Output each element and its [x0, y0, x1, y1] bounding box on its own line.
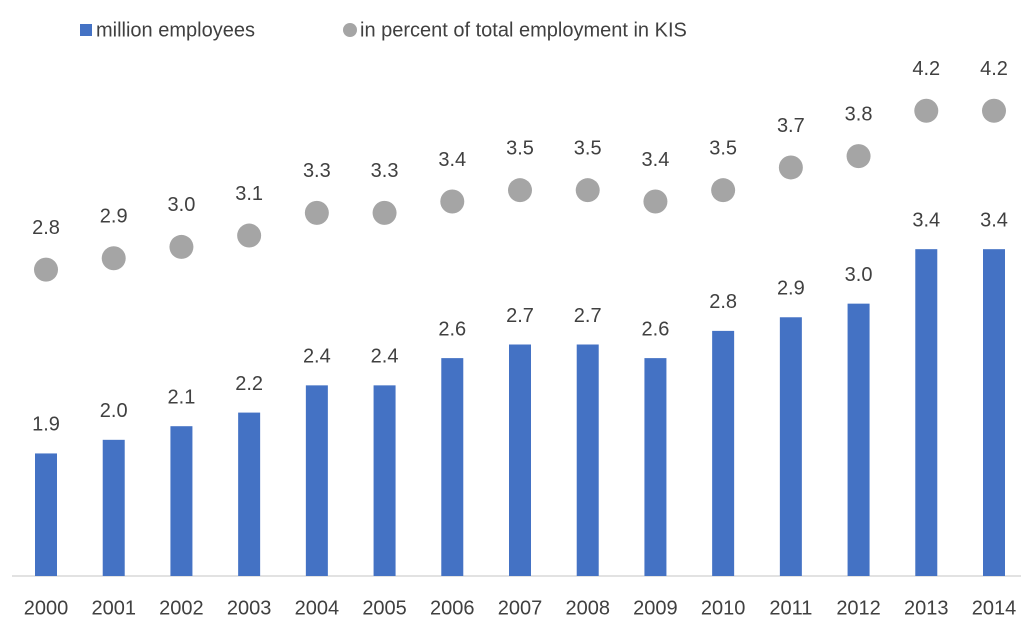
x-tick-label: 2001 — [91, 597, 136, 619]
data-label: 2.8 — [32, 217, 60, 239]
data-label: 3.3 — [303, 160, 331, 182]
x-tick-label: 2011 — [769, 597, 812, 619]
dot — [982, 98, 1006, 123]
dot — [237, 223, 262, 248]
x-tick-label: 2012 — [836, 597, 881, 619]
data-label: 2.2 — [235, 373, 263, 395]
bar — [373, 385, 396, 576]
dot — [372, 200, 397, 225]
bar — [712, 330, 735, 576]
bar — [847, 303, 870, 576]
x-tick-label: 2014 — [972, 597, 1017, 619]
bar — [779, 317, 802, 576]
data-label: 2.9 — [100, 206, 128, 228]
data-label: 3.4 — [438, 149, 466, 171]
bar — [238, 412, 261, 576]
bar — [102, 439, 125, 576]
dot — [575, 178, 600, 203]
dot — [440, 189, 465, 214]
data-label: 3.4 — [980, 209, 1008, 231]
data-label: 3.7 — [777, 115, 805, 137]
x-tick-label: 2003 — [227, 597, 272, 619]
data-label: 2.8 — [709, 291, 737, 313]
bar — [509, 344, 531, 576]
data-label: 3.8 — [845, 103, 873, 125]
data-label: 2.9 — [777, 278, 805, 300]
legend-swatch — [343, 23, 357, 37]
bar — [915, 249, 938, 577]
dot — [914, 98, 939, 123]
bar — [35, 453, 57, 576]
data-label: 4.2 — [912, 58, 940, 80]
data-label: 2.7 — [506, 305, 534, 327]
dot — [643, 189, 668, 214]
data-label: 3.3 — [371, 160, 399, 182]
bar — [983, 249, 1005, 577]
bar — [644, 358, 667, 576]
dot — [846, 144, 871, 169]
dot — [304, 200, 329, 225]
dot — [101, 246, 126, 271]
data-label: 3.5 — [709, 137, 737, 159]
data-label: 3.5 — [574, 137, 602, 159]
dot — [508, 178, 532, 203]
x-tick-label: 2004 — [295, 597, 340, 619]
data-label: 2.6 — [438, 318, 466, 340]
data-label: 3.4 — [642, 149, 670, 171]
data-label: 2.1 — [168, 386, 196, 408]
x-tick-label: 2010 — [701, 597, 746, 619]
x-tick-label: 2005 — [362, 597, 407, 619]
data-label: 2.4 — [303, 346, 331, 368]
bar — [305, 385, 328, 576]
x-tick-label: 2006 — [430, 597, 475, 619]
data-label: 3.1 — [235, 183, 263, 205]
x-tick-label: 2007 — [498, 597, 543, 619]
legend-swatch — [80, 24, 92, 36]
legend-label: million employees — [96, 19, 255, 41]
x-tick-label: 2002 — [159, 597, 204, 619]
x-tick-label: 2013 — [904, 597, 949, 619]
x-tick-label: 2000 — [24, 597, 69, 619]
bar — [441, 358, 464, 576]
data-label: 3.0 — [168, 194, 196, 216]
data-label: 2.0 — [100, 400, 128, 422]
bar — [576, 344, 599, 576]
bar — [170, 426, 193, 576]
data-label: 4.2 — [980, 58, 1008, 80]
legend-label: in percent of total employment in KIS — [360, 19, 687, 41]
dot — [778, 155, 803, 180]
data-label: 3.4 — [912, 209, 940, 231]
dot — [711, 178, 736, 203]
dot — [169, 234, 194, 259]
data-label: 1.9 — [32, 414, 60, 436]
x-tick-label: 2009 — [633, 597, 678, 619]
dot — [34, 257, 58, 282]
data-label: 3.0 — [845, 264, 873, 286]
data-label: 2.7 — [574, 305, 602, 327]
x-tick-label: 2008 — [565, 597, 610, 619]
data-label: 2.4 — [371, 346, 399, 368]
data-label: 3.5 — [506, 137, 534, 159]
data-label: 2.6 — [642, 318, 670, 340]
